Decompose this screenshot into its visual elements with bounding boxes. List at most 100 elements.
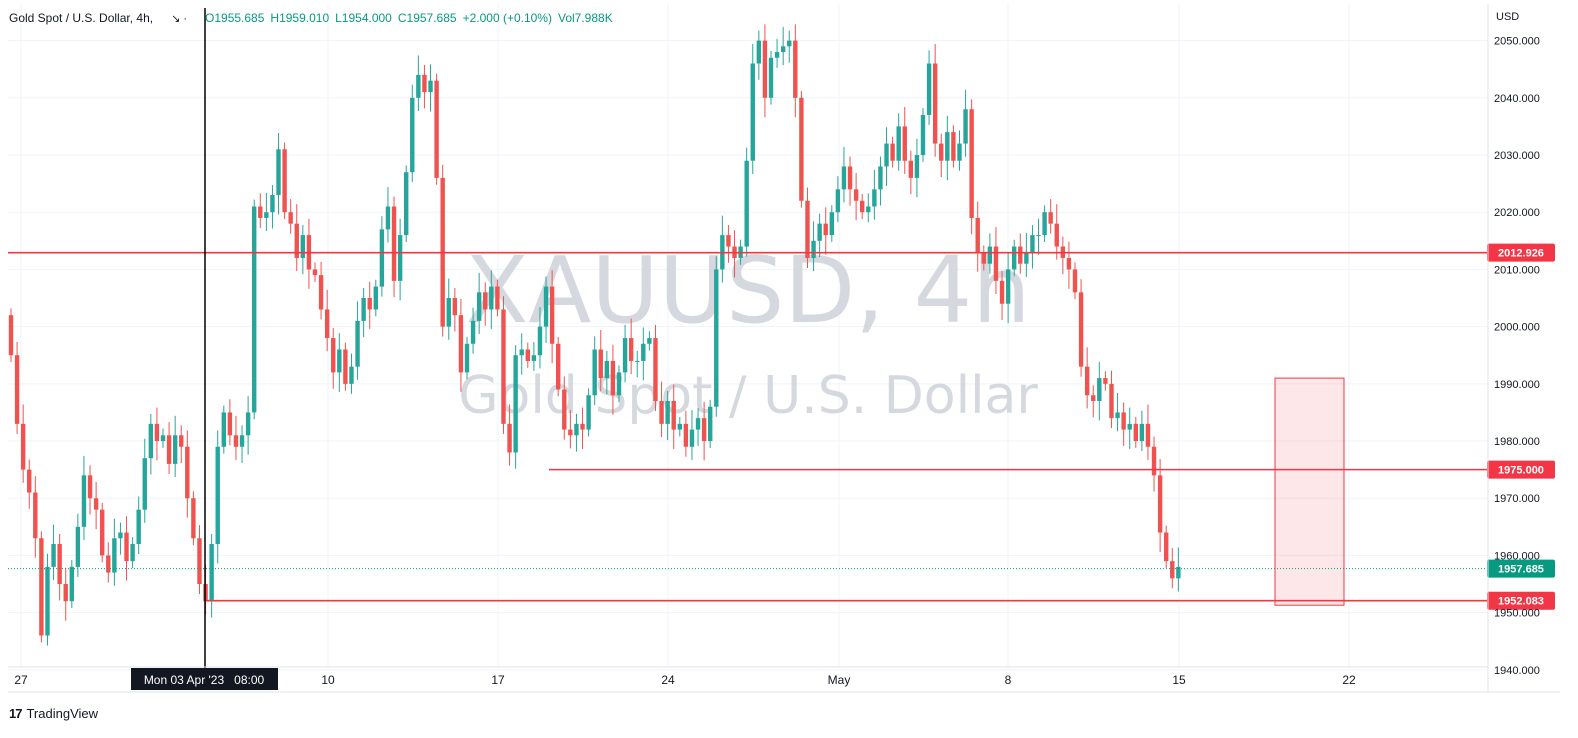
symbol-title[interactable]: Gold Spot / U.S. Dollar, 4h, bbox=[9, 11, 154, 25]
candle-body bbox=[787, 40, 792, 47]
candle-body bbox=[683, 423, 689, 447]
chart-type-icon[interactable]: ↘ · bbox=[171, 12, 188, 25]
candle-body bbox=[258, 206, 263, 218]
candle-body bbox=[27, 469, 32, 493]
candle-body bbox=[343, 349, 348, 384]
candle-body bbox=[239, 435, 245, 447]
candle-body bbox=[179, 435, 184, 447]
candle-body bbox=[1109, 383, 1114, 419]
candle-body bbox=[1121, 412, 1126, 430]
candle-body bbox=[1072, 269, 1078, 293]
ohlc-close: C1957.685 bbox=[397, 11, 457, 25]
candle-body bbox=[780, 46, 786, 53]
candle-body bbox=[410, 97, 415, 173]
candle-body bbox=[221, 412, 226, 447]
candle-body bbox=[124, 532, 129, 562]
candle-body bbox=[671, 400, 676, 430]
candle-body bbox=[1145, 423, 1151, 447]
candle-body bbox=[355, 320, 360, 367]
watermark-symbol: XAUUSD, 4h bbox=[465, 237, 1030, 344]
candle-body bbox=[197, 538, 202, 585]
candle-body bbox=[580, 423, 585, 430]
price-tick-label: 1950.000 bbox=[1494, 608, 1540, 620]
level-price-label: 1975.000 bbox=[1498, 465, 1544, 477]
candle-body bbox=[367, 298, 372, 310]
time-tick-label: May bbox=[828, 673, 851, 687]
candle-body bbox=[446, 298, 451, 327]
tradingview-brand[interactable]: 17 TradingView bbox=[9, 706, 98, 721]
candle-body bbox=[945, 132, 950, 161]
time-axis[interactable]: 27 10 17 24 May 8 15 22 bbox=[14, 673, 1356, 687]
candle-body bbox=[549, 286, 555, 344]
candle-body bbox=[1164, 532, 1169, 562]
candle-body bbox=[519, 349, 524, 356]
candle-body bbox=[756, 40, 762, 64]
candle-body bbox=[987, 246, 993, 264]
candle-body bbox=[793, 40, 798, 98]
candle-body bbox=[507, 423, 512, 453]
candle-body bbox=[185, 446, 190, 499]
candle-body bbox=[957, 143, 962, 161]
candle-body bbox=[404, 172, 409, 236]
candle-body bbox=[616, 372, 622, 396]
candle-body bbox=[543, 286, 549, 327]
candle-body bbox=[1030, 235, 1035, 253]
level-lines[interactable]: 2012.926 1975.000 1952.083 1957.685 bbox=[8, 243, 1555, 610]
price-chart[interactable]: XAUUSD, 4h Gold Spot / U.S. Dollar 2012.… bbox=[0, 0, 1578, 700]
candle-body bbox=[233, 435, 239, 447]
candle-body bbox=[87, 475, 93, 499]
volume-value: Vol7.988K bbox=[557, 11, 613, 25]
candle-body bbox=[428, 80, 433, 93]
candle-body bbox=[69, 566, 74, 602]
price-tick-label: 2020.000 bbox=[1494, 207, 1540, 219]
candle-body bbox=[349, 366, 354, 384]
watermark-name: Gold Spot / U.S. Dollar bbox=[458, 366, 1038, 426]
symbol-info-bar: Gold Spot / U.S. Dollar, 4h, ↘ · O1955.6… bbox=[9, 11, 613, 25]
candle-body bbox=[45, 566, 50, 636]
candle-body bbox=[1084, 366, 1090, 396]
candle-body bbox=[1036, 235, 1041, 237]
ohlc-low: L1954.000 bbox=[335, 11, 392, 25]
candle-body bbox=[154, 423, 160, 442]
candle-body bbox=[835, 189, 841, 213]
candle-body bbox=[562, 389, 567, 430]
candle-body bbox=[416, 74, 421, 98]
candle-body bbox=[227, 412, 233, 436]
candle-body bbox=[860, 200, 865, 213]
candle-body bbox=[495, 286, 500, 310]
candle-body bbox=[951, 132, 956, 161]
candle-body bbox=[172, 435, 178, 464]
candle-body bbox=[166, 435, 172, 464]
price-tick-label: 1940.000 bbox=[1494, 665, 1540, 677]
highlight-zone[interactable] bbox=[1274, 377, 1345, 606]
candle-body bbox=[908, 160, 914, 178]
candle-body bbox=[799, 97, 804, 201]
time-tick-label: 15 bbox=[1172, 673, 1186, 687]
candle-body bbox=[464, 343, 470, 373]
candle-body bbox=[93, 498, 99, 510]
candle-body bbox=[75, 526, 81, 567]
candle-body bbox=[939, 143, 944, 161]
candle-body bbox=[1170, 561, 1175, 579]
candle-body bbox=[118, 532, 123, 539]
candle-body bbox=[1097, 378, 1102, 401]
candle-body bbox=[20, 423, 26, 470]
candle-body bbox=[1005, 269, 1011, 304]
candle-body bbox=[106, 555, 111, 573]
candle-body bbox=[604, 360, 610, 379]
candle-body bbox=[896, 126, 901, 161]
candle-body bbox=[829, 212, 834, 236]
candle-body bbox=[914, 155, 920, 178]
candle-body bbox=[878, 166, 883, 190]
candle-body bbox=[537, 326, 543, 356]
candle-body bbox=[160, 435, 166, 442]
candle-body bbox=[920, 114, 926, 156]
candle-body bbox=[665, 400, 670, 424]
candle-body bbox=[689, 429, 695, 447]
price-axis[interactable]: 1940.000 1950.000 1960.000 1970.000 1980.000… bbox=[1494, 36, 1540, 677]
price-tick-label: 1970.000 bbox=[1494, 493, 1540, 505]
candle-body bbox=[556, 343, 561, 390]
candle-body bbox=[574, 423, 579, 436]
last-price-label: 1957.685 bbox=[1498, 564, 1544, 576]
candle-body bbox=[531, 355, 537, 361]
